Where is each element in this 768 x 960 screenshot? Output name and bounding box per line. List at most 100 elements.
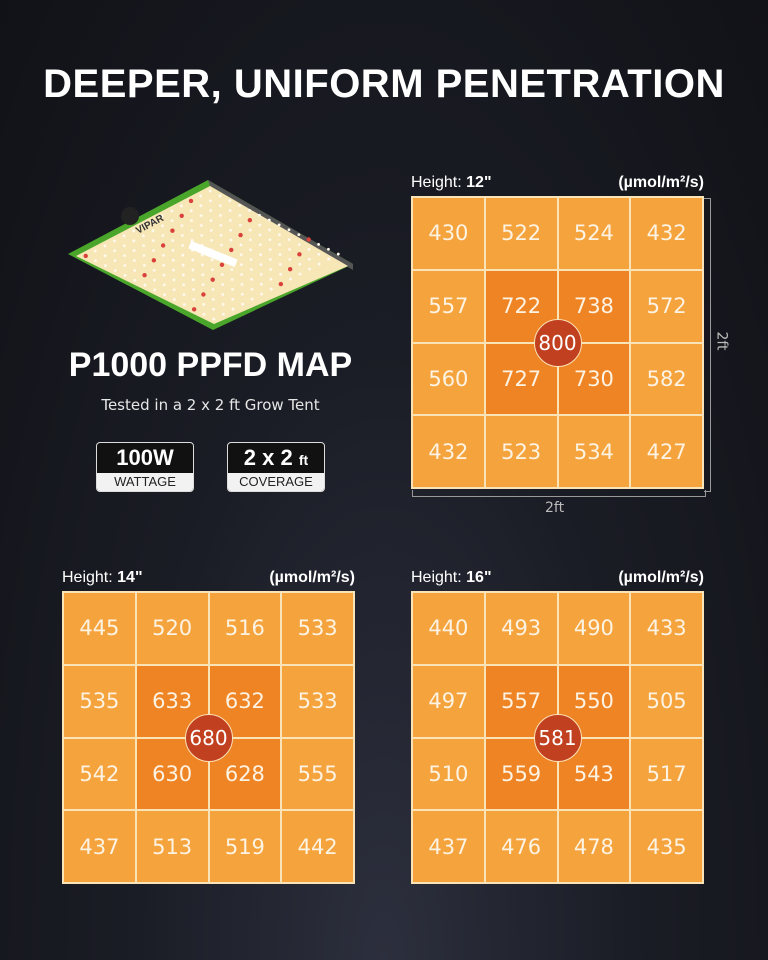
led-dot — [103, 254, 107, 258]
led-dot — [181, 243, 184, 247]
led-dot — [307, 247, 311, 251]
led-dot — [297, 233, 301, 237]
led-dot — [151, 258, 157, 263]
led-dot — [240, 292, 244, 296]
heatmap-cell: 437 — [413, 811, 484, 882]
led-dot — [113, 239, 116, 243]
led-dot — [210, 238, 213, 242]
heatmap-grid: 430 522 524 432 557 722 738 572 560 727 730 582 432 5… — [411, 196, 704, 489]
led-dot — [259, 263, 263, 266]
led-dot — [142, 273, 147, 278]
led-dot — [249, 258, 253, 262]
height-label: Height: 12" — [411, 174, 492, 192]
led-dot — [238, 213, 242, 217]
led-dot — [153, 288, 157, 292]
led-dot — [209, 228, 213, 232]
led-dot — [200, 253, 204, 257]
led-dot — [248, 228, 252, 232]
heatmap-cell: 557 — [413, 270, 484, 342]
led-dot — [182, 303, 186, 306]
led-dot — [104, 264, 107, 268]
led-dot — [160, 243, 166, 248]
height-label: Height: 16" — [411, 569, 492, 587]
heatmap-cell: 522 — [485, 198, 557, 269]
led-dot — [258, 213, 261, 217]
led-dot — [260, 282, 263, 286]
heatmap-grid: 440 493 490 433 497 557 550 505 510 559 543 517 437 4… — [411, 591, 704, 884]
led-dot — [278, 253, 282, 256]
led-dot — [210, 277, 215, 282]
heatmap-cell: 430 — [413, 198, 484, 269]
height-value: 16" — [466, 569, 492, 586]
led-dot — [142, 244, 146, 248]
map-header: Height: 16" (µmol/m²/s) — [411, 569, 704, 591]
led-dot — [288, 248, 291, 251]
heatmap-cell: 517 — [631, 738, 702, 810]
led-dot — [220, 273, 224, 277]
led-dot — [122, 234, 126, 238]
led-dot — [278, 262, 282, 266]
led-dot — [231, 297, 235, 301]
led-dot — [268, 248, 272, 252]
led-dot — [151, 229, 155, 233]
height-label-text: Height: — [411, 174, 462, 191]
led-dot — [218, 204, 222, 208]
heatmap-cell: 520 — [136, 593, 208, 664]
height-label-text: Height: — [62, 569, 113, 586]
led-dot — [132, 239, 136, 243]
product-subtitle: Tested in a 2 x 2 ft Grow Tent — [101, 396, 320, 414]
led-dot — [202, 312, 206, 316]
led-dot — [269, 258, 272, 261]
led-dot — [181, 263, 185, 267]
led-dot — [93, 249, 97, 253]
led-dot — [190, 229, 194, 232]
badge-value: 100W — [116, 445, 174, 470]
led-dot — [250, 277, 253, 281]
led-dot — [277, 223, 281, 227]
led-dot — [231, 287, 234, 291]
led-dot — [269, 287, 273, 291]
led-dot — [181, 253, 185, 257]
led-dot — [153, 278, 156, 282]
heatmap-cell: 432 — [413, 416, 484, 487]
led-dot — [210, 258, 214, 262]
height-label-text: Height: — [411, 569, 462, 586]
led-dot — [133, 259, 136, 262]
led-dot — [238, 223, 242, 227]
heatmap-cell: 440 — [413, 593, 484, 664]
led-dot — [201, 292, 206, 297]
heatmap-cell: 435 — [631, 811, 702, 882]
led-dot — [191, 258, 195, 262]
heatmap-cell: 437 — [64, 811, 135, 882]
led-dot — [336, 252, 340, 256]
led-dot — [221, 283, 224, 286]
heatmap-cell: 493 — [485, 593, 557, 664]
led-dot — [170, 228, 175, 233]
heatmap-cell: 534 — [558, 416, 630, 487]
led-dot — [307, 257, 311, 261]
map-header: Height: 14" (µmol/m²/s) — [62, 569, 355, 591]
led-dot — [132, 229, 135, 233]
led-dot — [258, 223, 262, 227]
led-dot — [160, 214, 164, 218]
peak-value-marker: 581 — [533, 713, 582, 762]
led-dot — [219, 262, 225, 267]
led-dot — [240, 273, 244, 276]
led-dot — [201, 273, 205, 277]
led-dot — [258, 243, 262, 247]
led-dot — [248, 208, 251, 212]
led-dot — [268, 228, 271, 232]
heatmap-cell: 513 — [136, 811, 208, 882]
led-dot — [228, 199, 232, 203]
led-dot — [212, 307, 215, 311]
led-dot — [191, 278, 195, 282]
heatmap-cell: 497 — [413, 665, 484, 737]
led-dot — [151, 219, 155, 223]
led-dot — [240, 282, 244, 286]
led-dot — [209, 199, 212, 203]
led-dot — [173, 298, 176, 302]
led-dot — [191, 268, 195, 272]
led-dot — [278, 281, 284, 287]
led-dot — [170, 209, 174, 213]
led-dot — [230, 278, 234, 281]
